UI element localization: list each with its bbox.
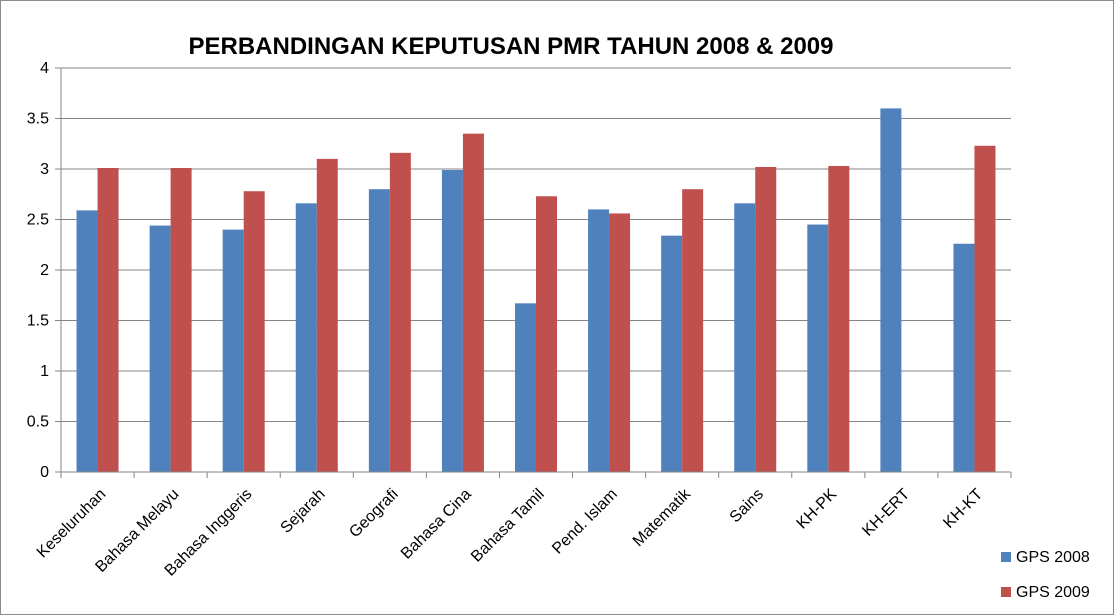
x-category-label: Pend. Islam (549, 486, 621, 558)
legend-label: GPS 2009 (1016, 584, 1090, 601)
bar-gps-2009 (316, 158, 338, 472)
bar-gps-2009 (536, 196, 557, 472)
bar-gps-2008 (441, 170, 463, 472)
x-category-label: Bahasa Tamil (468, 486, 548, 566)
bar-gps-2009 (609, 213, 631, 472)
x-category-label: Geografi (346, 486, 401, 541)
x-category-label: Matematik (630, 485, 695, 550)
x-category-label: Sains (727, 486, 767, 526)
legend-label: GPS 2008 (1016, 549, 1090, 566)
bar-gps-2009 (828, 165, 850, 472)
bar-gps-2008 (734, 203, 756, 472)
bar-gps-2009 (243, 191, 265, 472)
bar-gps-2008 (149, 225, 171, 472)
bar-gps-2008 (368, 189, 390, 472)
bar-gps-2009 (462, 133, 484, 472)
x-category-label: Bahasa Cina (398, 486, 475, 563)
bar-gps-2008 (295, 203, 317, 472)
y-tick-label: 3.5 (27, 111, 49, 128)
chart-title: PERBANDINGAN KEPUTUSAN PMR TAHUN 2008 & … (188, 33, 833, 60)
bar-gps-2008 (76, 210, 98, 472)
bar-gps-2008 (807, 224, 829, 472)
bar-gps-2009 (682, 189, 704, 472)
legend-swatch (1001, 587, 1011, 597)
y-axis-ticks: 0 0.5 1 1.5 2 2.5 3 3.5 4 (27, 60, 62, 481)
legend-swatch (1001, 552, 1011, 562)
x-category-label: Keseluruhan (34, 486, 110, 562)
bar-gps-2008 (222, 229, 244, 472)
y-tick-label: 4 (40, 60, 49, 77)
legend: GPS 2008 GPS 2009 (1001, 549, 1090, 601)
bar-gps-2009 (170, 167, 192, 473)
bar-gps-2009 (974, 145, 996, 472)
x-category-label: Sejarah (278, 486, 329, 537)
y-tick-label: 0.5 (27, 414, 49, 431)
bar-gps-2008 (588, 209, 610, 472)
bar-gps-2008 (880, 108, 902, 473)
bar-gps-2008 (953, 243, 975, 472)
bar-gps-2009 (755, 166, 777, 473)
x-category-label: KH-PK (794, 486, 841, 533)
y-tick-label: 0 (40, 464, 49, 481)
x-category-label: KH-KT (940, 486, 986, 532)
bar-gps-2008 (515, 303, 536, 472)
y-tick-label: 2 (40, 262, 49, 279)
bars (76, 108, 996, 473)
bar-gps-2008 (661, 235, 683, 472)
bar-gps-2009 (389, 152, 411, 472)
y-tick-label: 1 (40, 363, 49, 380)
y-tick-label: 2.5 (27, 212, 49, 229)
x-category-label: KH-ERT (859, 486, 913, 540)
bar-gps-2009 (97, 167, 119, 473)
y-tick-label: 3 (40, 161, 49, 178)
y-tick-label: 1.5 (27, 313, 49, 330)
